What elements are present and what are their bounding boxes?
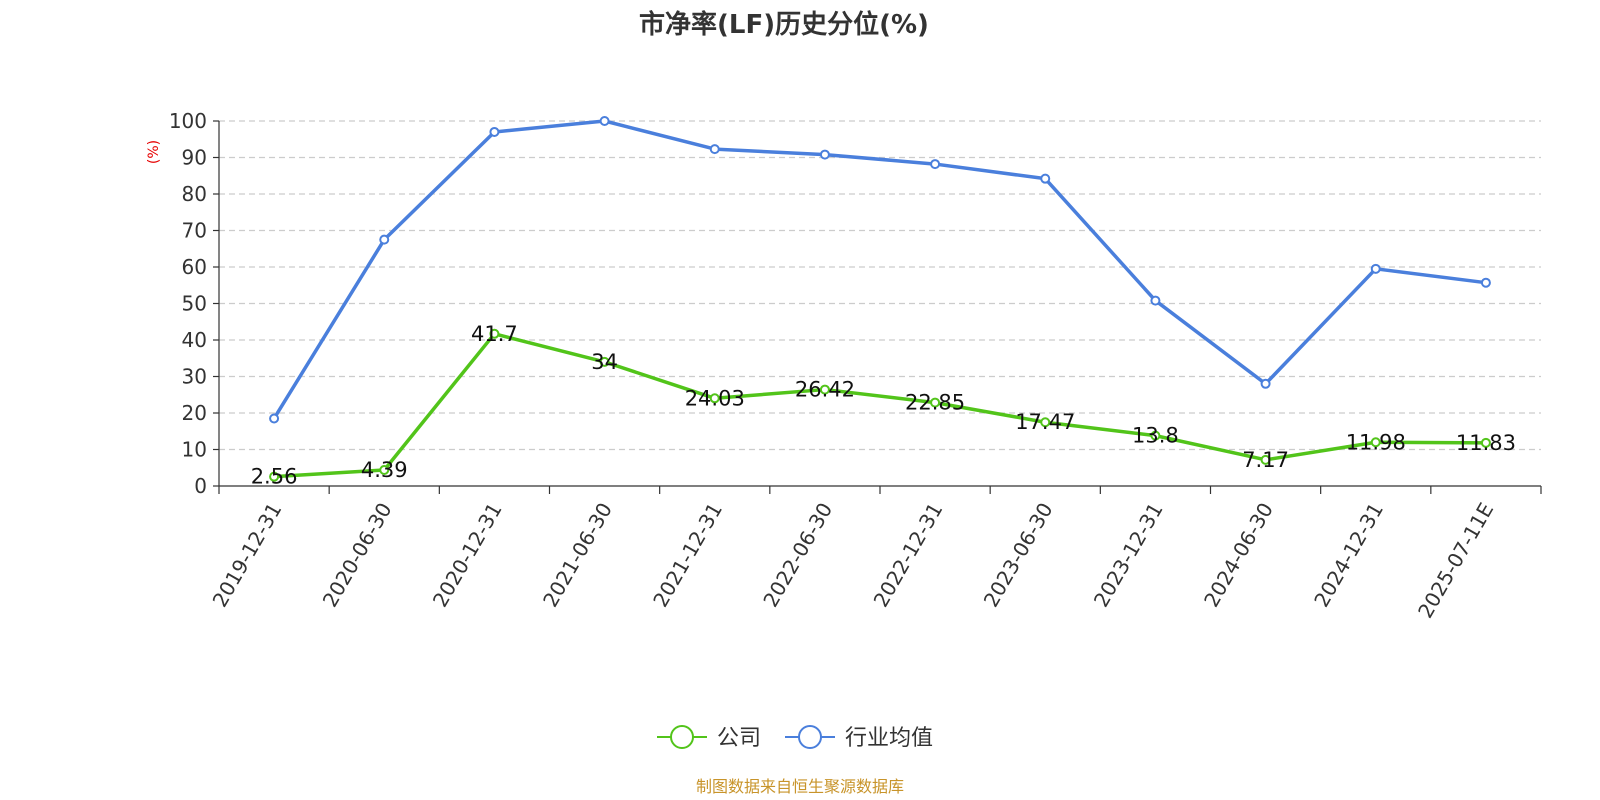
source-note: 制图数据来自恒生聚源数据库 xyxy=(696,777,904,796)
y-tick-label: 40 xyxy=(182,328,207,352)
data-label: 7.17 xyxy=(1242,448,1289,472)
data-point-industry-avg xyxy=(269,413,280,424)
grid-lines xyxy=(219,120,1541,451)
data-point-industry-avg xyxy=(1260,378,1271,389)
x-tick-label: 2025-07-11E xyxy=(1413,499,1498,623)
data-label: 11.83 xyxy=(1456,431,1516,455)
legend: 公司 行业均值 xyxy=(657,725,933,751)
y-tick-label: 20 xyxy=(182,401,207,425)
data-label: 26.42 xyxy=(795,378,855,402)
legend-marker-industry-avg xyxy=(798,725,822,749)
data-point-industry-avg xyxy=(489,126,500,137)
data-point-industry-avg xyxy=(1040,173,1051,184)
y-tick-label: 100 xyxy=(169,109,207,133)
y-tick-label: 10 xyxy=(182,438,207,462)
axes: 0 10 20 30 40 50 60 70 80 90 100 2019-12-31 2020-06-… xyxy=(169,109,1542,623)
series-line-company xyxy=(273,332,1486,479)
chart-title: 市净率(LF)历史分位(%) xyxy=(639,9,929,40)
data-labels: 2.56 4.39 41.7 34 24.03 26.42 22.85 17.47 13.8 7.… xyxy=(251,322,1516,489)
y-tick-label: 70 xyxy=(182,219,207,243)
legend-item-company[interactable]: 公司 xyxy=(657,725,761,751)
data-label: 24.03 xyxy=(685,386,745,410)
data-point-company xyxy=(930,397,941,408)
data-point-industry-avg xyxy=(930,159,941,170)
data-label: 22.85 xyxy=(905,391,965,415)
x-tick-label: 2021-06-30 xyxy=(538,499,617,612)
x-tick-label: 2023-12-31 xyxy=(1089,499,1168,612)
data-label: 17.47 xyxy=(1015,410,1075,434)
data-label: 4.39 xyxy=(361,458,408,482)
y-tick-label: 90 xyxy=(182,146,207,170)
x-tick-label: 2021-12-31 xyxy=(648,499,727,612)
data-label: 41.7 xyxy=(471,322,518,346)
x-tick-label: 2020-06-30 xyxy=(318,499,397,612)
x-tick-label: 2019-12-31 xyxy=(208,499,287,612)
data-point-industry-avg xyxy=(1150,295,1161,306)
data-label: 34 xyxy=(591,350,618,374)
data-label: 2.56 xyxy=(251,465,298,489)
data-point-company xyxy=(1260,454,1271,465)
data-point-industry-avg xyxy=(1370,263,1381,274)
y-tick-label: 50 xyxy=(182,292,207,316)
data-label: 13.8 xyxy=(1132,424,1179,448)
data-point-company xyxy=(1150,430,1161,441)
legend-label-company: 公司 xyxy=(717,726,761,751)
x-tick-label: 2024-12-31 xyxy=(1309,499,1388,612)
y-tick-label: 0 xyxy=(194,474,207,498)
data-label: 11.98 xyxy=(1346,430,1406,454)
data-point-company xyxy=(489,328,500,339)
y-tick-label: 30 xyxy=(182,365,207,389)
legend-item-industry-avg[interactable]: 行业均值 xyxy=(785,725,933,751)
series-line-industry-avg xyxy=(272,119,1487,420)
x-tick-label: 2022-12-31 xyxy=(869,498,948,611)
legend-marker-company xyxy=(670,725,694,749)
y-axis-unit-label: (%) xyxy=(146,140,162,164)
x-tick-label: 2024-06-30 xyxy=(1199,499,1278,612)
data-point-company xyxy=(709,393,720,404)
series-lines xyxy=(269,116,1491,482)
data-point-company xyxy=(379,464,390,475)
x-tick-label: 2023-06-30 xyxy=(979,499,1058,612)
data-point-company xyxy=(1370,437,1381,448)
data-point-industry-avg xyxy=(819,149,830,160)
x-tick-label: 2020-12-31 xyxy=(428,498,507,611)
data-point-industry-avg xyxy=(1480,277,1491,288)
data-point-company xyxy=(1480,437,1491,448)
y-tick-label: 60 xyxy=(182,255,207,279)
legend-label-industry-avg: 行业均值 xyxy=(845,726,933,751)
data-point-company xyxy=(819,384,830,395)
data-point-company xyxy=(1040,417,1051,428)
data-point-industry-avg xyxy=(709,144,720,155)
x-tick-label: 2022-06-30 xyxy=(758,499,837,612)
data-point-company xyxy=(599,356,610,367)
y-tick-label: 80 xyxy=(182,182,207,206)
data-point-industry-avg xyxy=(599,116,610,126)
data-point-industry-avg xyxy=(379,234,390,245)
data-point-company xyxy=(269,471,280,482)
